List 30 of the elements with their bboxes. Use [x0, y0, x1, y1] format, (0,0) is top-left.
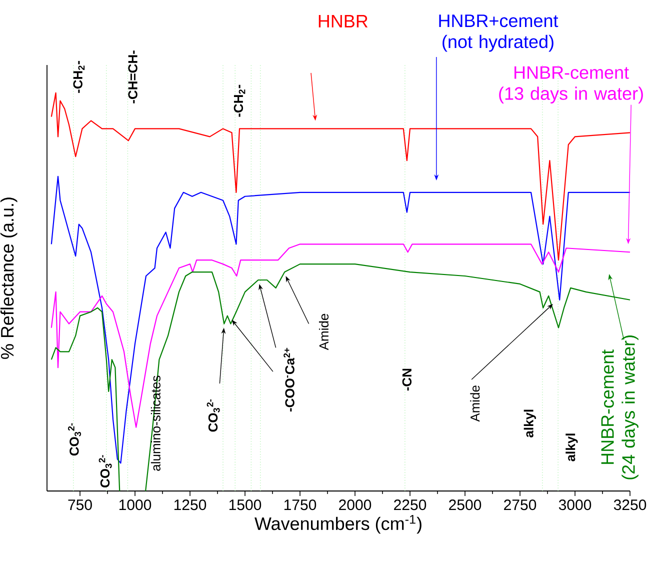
x-tick-label: 2750	[504, 500, 536, 510]
x-tick-label: 750	[68, 500, 92, 510]
x-tick-label: 2250	[394, 500, 426, 510]
annotation: alkyl	[566, 434, 578, 462]
x-tick-label: 2000	[339, 500, 372, 510]
x-tick-label: 1250	[174, 500, 206, 510]
text: HNBR+cement (not hydrated)	[439, 14, 558, 52]
annotation: -CH$_{2}$-	[234, 84, 246, 117]
x-tick-label: 2500	[449, 500, 482, 510]
annotation: -COO$^{-}$Ca$^{2+}$	[284, 348, 294, 412]
annotation: -CH=CH-	[128, 50, 138, 104]
annotation: Amide	[470, 386, 480, 422]
annotation: -CH$_{2}$-	[73, 60, 85, 93]
annotation: alumino-silicates	[150, 376, 160, 471]
text: HNBR-cement (13 days in water)	[499, 66, 643, 104]
annotation: -CN	[402, 368, 412, 391]
y-axis-title: % Reflectance (a.u.)	[0, 198, 18, 359]
annotation: alkyl	[524, 410, 536, 438]
annotation: CO$_{3}$2-	[68, 423, 82, 456]
x-tick-label: 1750	[284, 500, 316, 510]
x-axis-title: Wavenumbers (cm$^{-1}$)	[254, 514, 422, 534]
annotation: CO$_{3}$2-	[206, 399, 220, 432]
x-tick-label: 1000	[119, 500, 152, 510]
annotation: Amide	[318, 314, 329, 350]
text: HNBR-cement (24 days in water)	[601, 336, 638, 480]
x-tick-label: 3250	[614, 500, 646, 510]
annotation: CO$_{3}$2-	[98, 455, 112, 488]
x-tick-label: 3000	[558, 500, 592, 510]
text: HNBR	[318, 15, 368, 28]
x-tick-label: 1500	[229, 500, 262, 510]
